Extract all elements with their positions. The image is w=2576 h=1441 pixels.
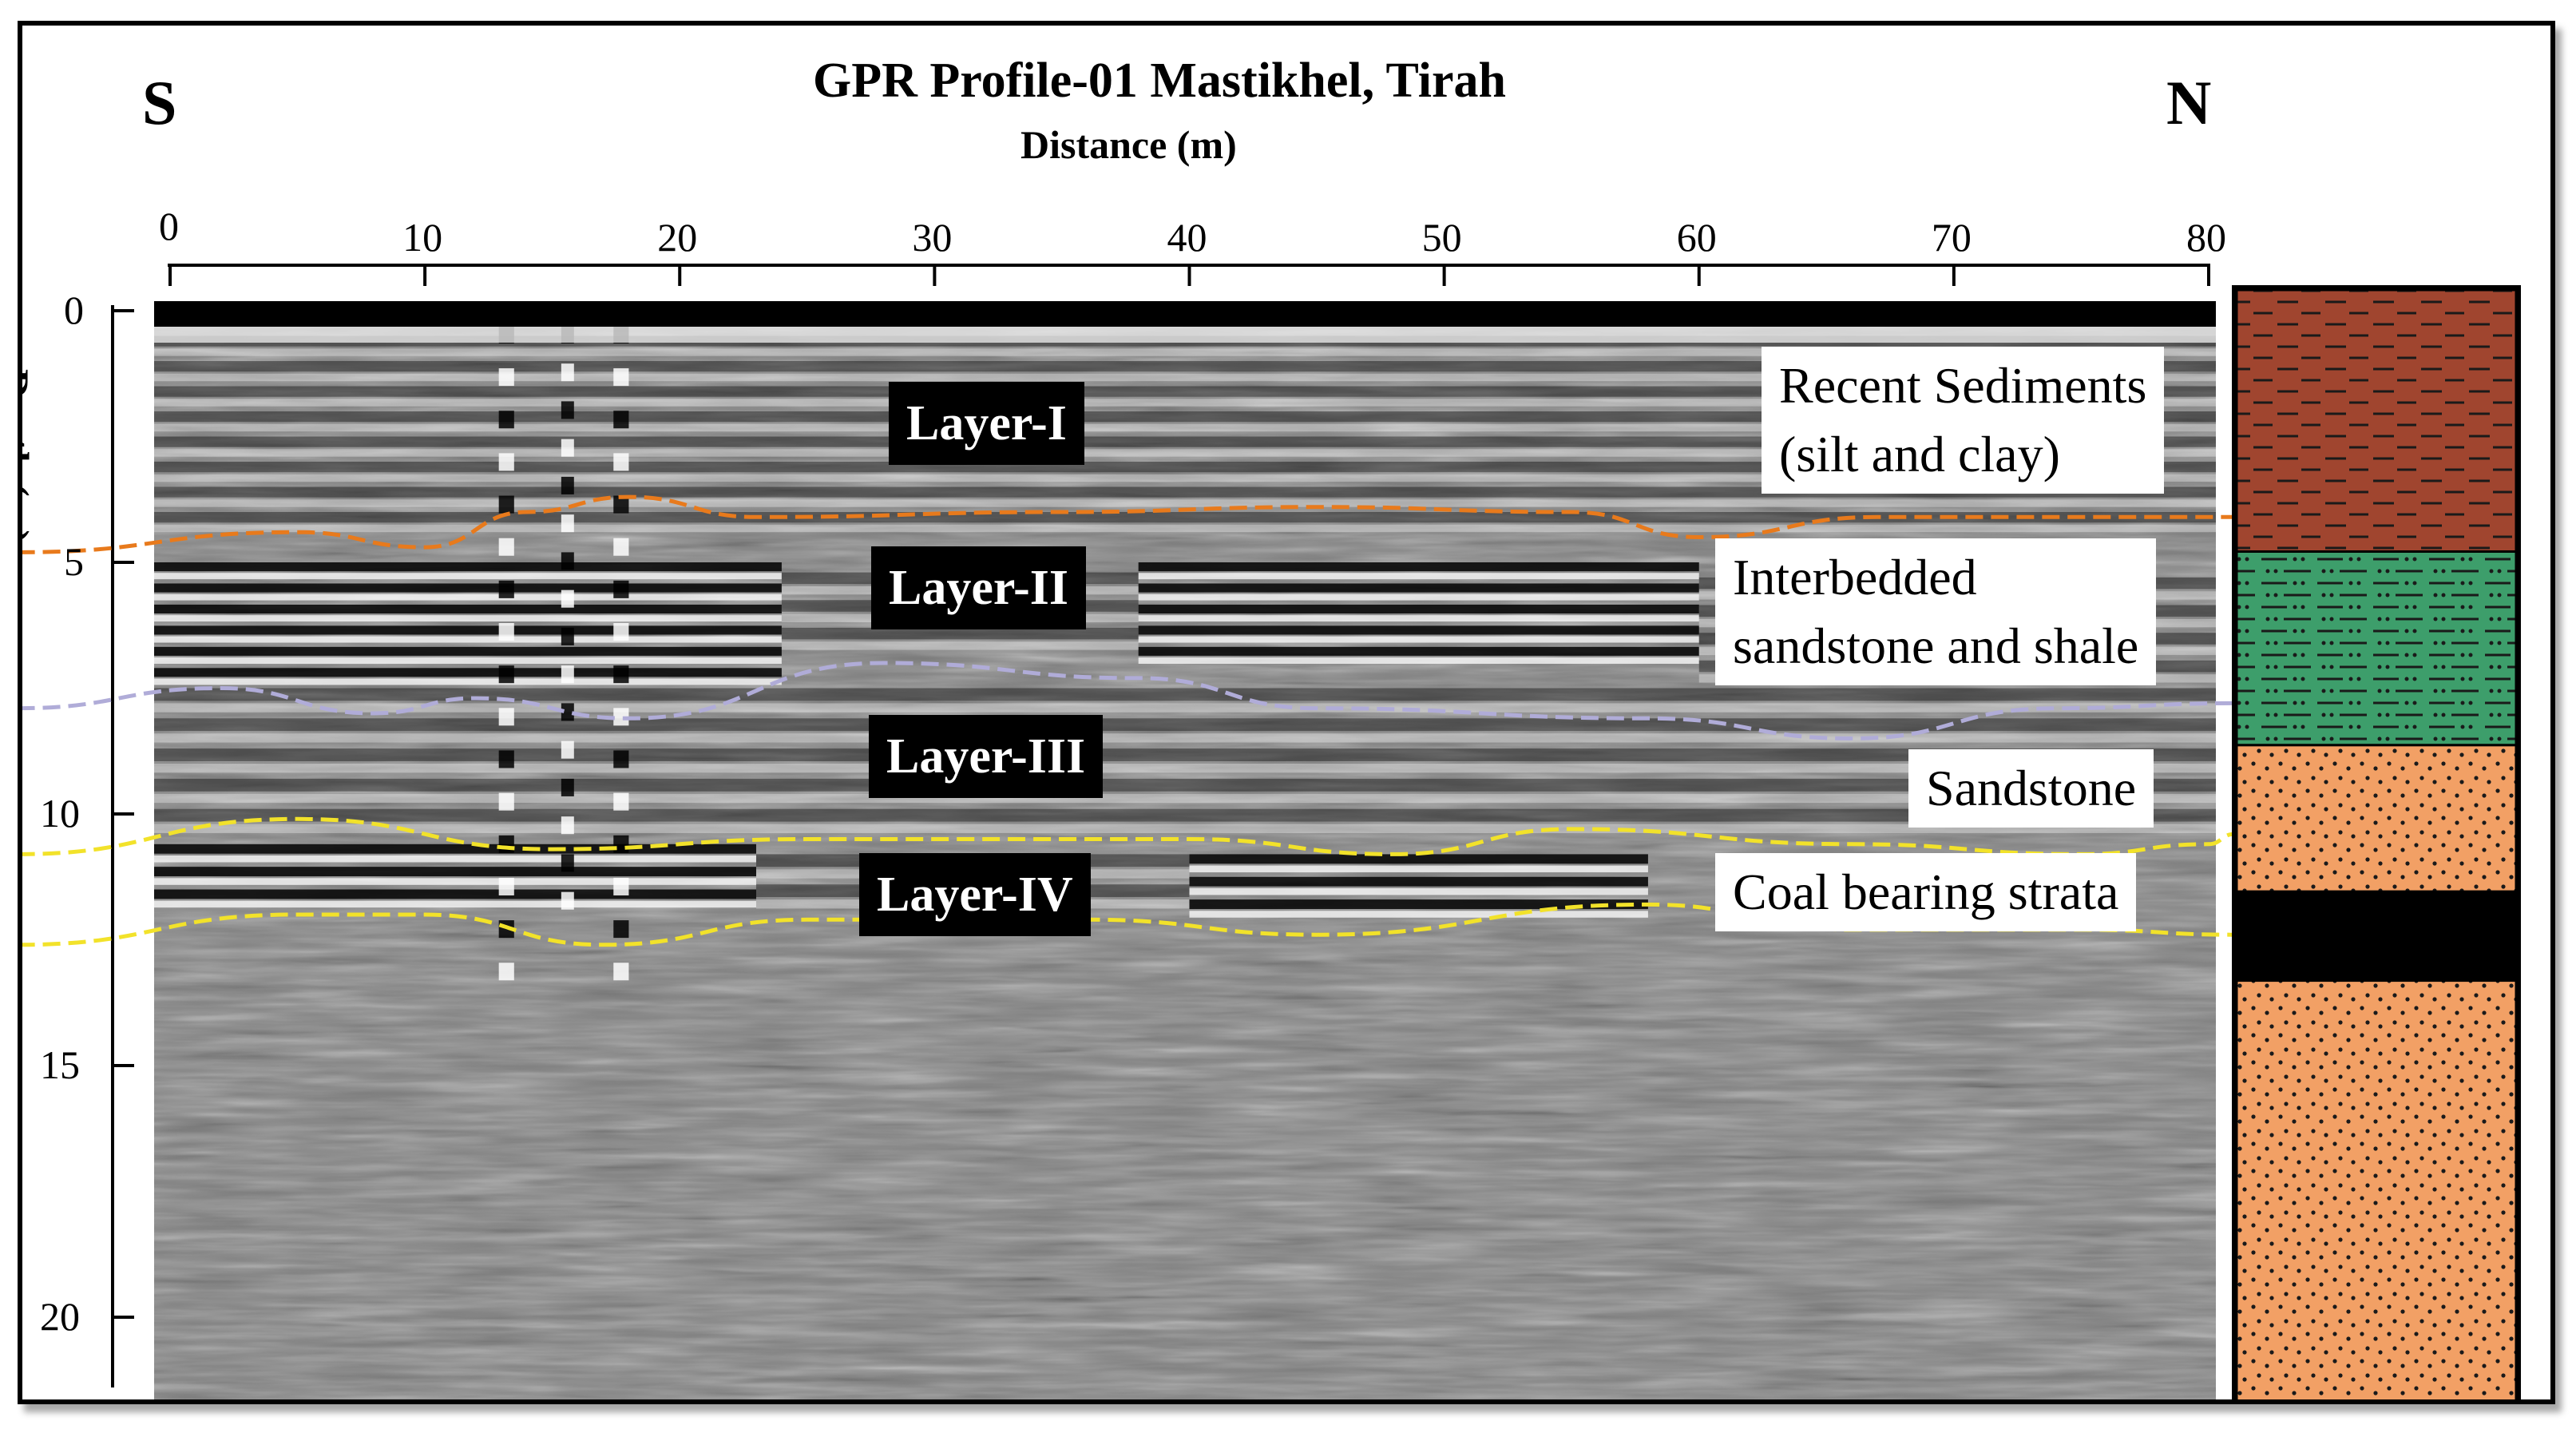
- interface-line-2: [22, 661, 2234, 741]
- layer-iv-label: Layer-IV: [859, 853, 1091, 936]
- direction-north: N: [2166, 68, 2212, 137]
- x-tick-label: 20: [657, 215, 698, 260]
- layer-ii-description: Interbedded sandstone and shale: [1715, 538, 2157, 685]
- layer-iii-description: Sandstone: [1908, 749, 2154, 828]
- y-tick-label: 15: [40, 1042, 80, 1087]
- column-unit-4: [2235, 890, 2518, 982]
- layer-iii-description-line-1: Sandstone: [1926, 760, 2137, 816]
- y-axis-label: Depth (m): [18, 369, 38, 544]
- y-tick-label: 0: [64, 288, 84, 332]
- layer-ii-description-line-1: Interbedded: [1733, 549, 1977, 605]
- layer-ii-label: Layer-II: [871, 546, 1086, 629]
- x-tick-label: 30: [912, 215, 953, 260]
- column-unit-1: [2235, 288, 2518, 553]
- y-tick-label: 10: [40, 791, 80, 836]
- layer-iii-label: Layer-III: [869, 715, 1104, 798]
- y-tick-label: 5: [64, 539, 84, 584]
- x-tick-label: 80: [2186, 215, 2226, 260]
- lithology-column-border: [2232, 285, 2521, 1399]
- x-axis-label: Distance (m): [1020, 122, 1237, 167]
- layer-i-description: Recent Sediments (silt and clay): [1762, 347, 2165, 494]
- layer-i-description-line-2: (silt and clay): [1779, 426, 2060, 482]
- y-tick-label: 20: [40, 1294, 80, 1339]
- layer-i-description-line-1: Recent Sediments: [1779, 357, 2147, 414]
- x-axis-ticks: [168, 265, 2210, 286]
- y-axis-ticks: [113, 309, 134, 1319]
- x-tick-label: 60: [1676, 215, 1717, 260]
- lithology-column: [2235, 288, 2518, 1399]
- gpr-section: [22, 264, 2521, 1399]
- x-tick-label: 70: [1931, 215, 1972, 260]
- figure-frame: GPR Profile-01 Mastikhel, Tirah Distance…: [18, 21, 2555, 1404]
- column-unit-5: [2235, 979, 2518, 1399]
- reflector-bands: [154, 325, 2216, 981]
- layer-iv-description-line-1: Coal bearing strata: [1733, 863, 2119, 920]
- layer-i-label: Layer-I: [889, 382, 1084, 465]
- column-unit-2: [2235, 550, 2518, 747]
- interface-line-1: [22, 494, 2234, 554]
- column-unit-3: [2235, 744, 2518, 893]
- x-tick-label: 40: [1167, 215, 1207, 260]
- x-tick-label: 10: [402, 215, 443, 260]
- interface-line-3: [22, 816, 2235, 856]
- layer-iv-description: Coal bearing strata: [1715, 853, 2137, 931]
- surface-band: [154, 301, 2216, 327]
- figure-title: GPR Profile-01 Mastikhel, Tirah: [813, 54, 1506, 108]
- layer-ii-description-line-2: sandstone and shale: [1733, 617, 2139, 674]
- x-tick-label: 50: [1421, 215, 1462, 260]
- x-tick-label: 0: [159, 204, 179, 248]
- direction-south: S: [142, 68, 177, 137]
